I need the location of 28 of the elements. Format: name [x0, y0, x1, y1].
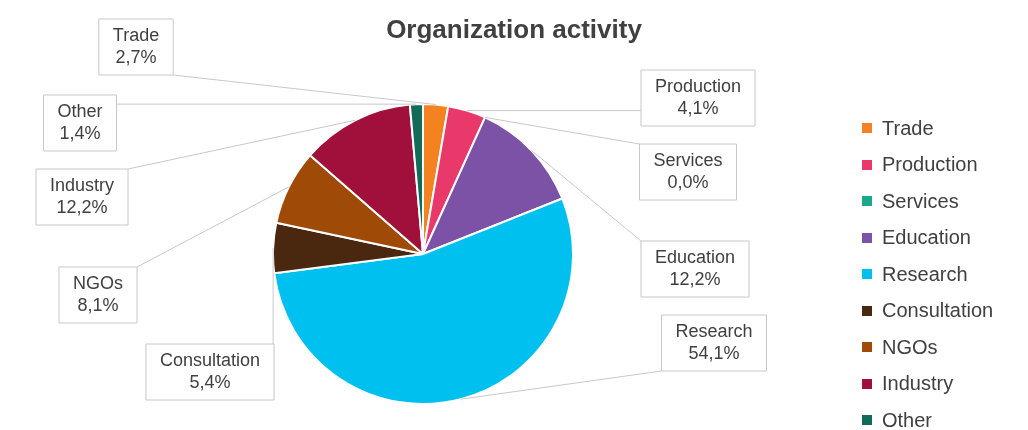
slice-label: Trade — [112, 24, 160, 45]
legend-label: Industry — [882, 372, 954, 396]
slice-label: NGOs — [72, 272, 124, 293]
legend-label: Trade — [882, 116, 934, 140]
data-label: 8,1% — [77, 294, 119, 315]
chart-title: Organization activity — [386, 14, 642, 44]
legend-label: Research — [882, 262, 968, 286]
data-label: 5,4% — [189, 371, 231, 392]
slice-label: Other — [57, 100, 103, 121]
legend-label: Other — [882, 408, 933, 430]
data-label: 12,2% — [669, 268, 721, 289]
data-label: 4,1% — [677, 97, 719, 118]
text: 0,0% — [667, 171, 709, 192]
slice-label: Education — [654, 246, 736, 267]
slice-label: Research — [675, 320, 753, 341]
data-label: 1,4% — [59, 122, 101, 143]
legend-label: Education — [882, 226, 971, 250]
legend-label: Consultation — [882, 299, 994, 323]
slice-label: Production — [654, 75, 742, 96]
category-label: Services — [653, 149, 723, 170]
legend-label: NGOs — [882, 335, 938, 359]
legend-label: Production — [882, 153, 978, 177]
legend-label: Services — [882, 189, 959, 213]
data-label: 12,2% — [56, 196, 108, 217]
slice-label: Consultation — [159, 349, 261, 370]
data-label: 2,7% — [115, 46, 157, 67]
data-label: 54,1% — [688, 342, 740, 363]
slice-label: Industry — [49, 174, 115, 195]
